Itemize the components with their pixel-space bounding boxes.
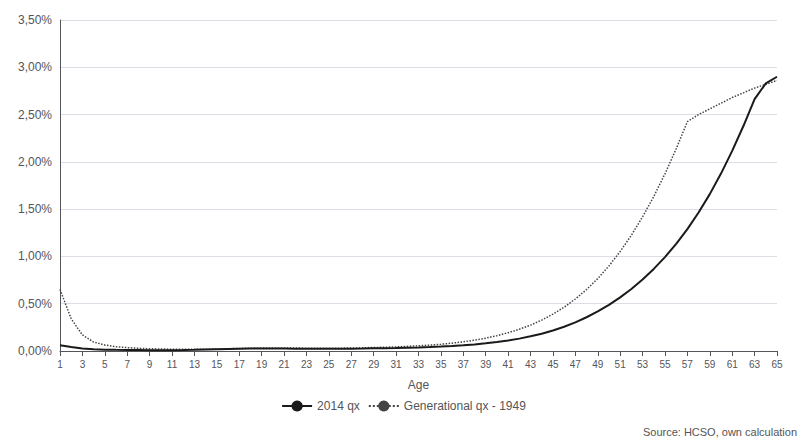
svg-text:57: 57 (682, 359, 694, 370)
svg-text:53: 53 (637, 359, 649, 370)
svg-text:41: 41 (503, 359, 515, 370)
svg-text:45: 45 (547, 359, 559, 370)
svg-text:47: 47 (570, 359, 582, 370)
svg-text:63: 63 (749, 359, 761, 370)
svg-text:49: 49 (592, 359, 604, 370)
svg-text:13: 13 (189, 359, 201, 370)
svg-text:19: 19 (256, 359, 268, 370)
svg-text:1,50%: 1,50% (18, 202, 52, 216)
svg-text:7: 7 (124, 359, 130, 370)
svg-text:61: 61 (727, 359, 739, 370)
svg-text:51: 51 (615, 359, 627, 370)
svg-text:3,50%: 3,50% (18, 13, 52, 27)
svg-text:37: 37 (458, 359, 470, 370)
svg-text:15: 15 (211, 359, 223, 370)
svg-text:3,00%: 3,00% (18, 60, 52, 74)
svg-text:27: 27 (346, 359, 358, 370)
svg-text:2,00%: 2,00% (18, 155, 52, 169)
svg-text:55: 55 (659, 359, 671, 370)
svg-text:0,50%: 0,50% (18, 297, 52, 311)
svg-text:3: 3 (80, 359, 86, 370)
svg-text:11: 11 (167, 359, 178, 370)
svg-text:1: 1 (57, 359, 63, 370)
svg-text:Age: Age (408, 378, 430, 392)
svg-text:43: 43 (525, 359, 537, 370)
svg-text:Source: HCSO, own calculation: Source: HCSO, own calculation (643, 426, 797, 438)
svg-text:5: 5 (102, 359, 108, 370)
svg-text:39: 39 (480, 359, 492, 370)
svg-text:0,00%: 0,00% (18, 344, 52, 358)
svg-text:65: 65 (771, 359, 783, 370)
svg-text:35: 35 (435, 359, 447, 370)
svg-text:59: 59 (704, 359, 716, 370)
svg-text:2,50%: 2,50% (18, 108, 52, 122)
svg-text:1,00%: 1,00% (18, 249, 52, 263)
svg-text:9: 9 (147, 359, 153, 370)
svg-text:25: 25 (323, 359, 335, 370)
svg-text:21: 21 (279, 359, 291, 370)
svg-text:2014 qx: 2014 qx (317, 399, 360, 413)
svg-text:31: 31 (391, 359, 403, 370)
svg-text:33: 33 (413, 359, 425, 370)
svg-text:29: 29 (368, 359, 380, 370)
svg-text:Generational qx - 1949: Generational qx - 1949 (404, 399, 526, 413)
svg-text:23: 23 (301, 359, 313, 370)
svg-text:17: 17 (234, 359, 246, 370)
